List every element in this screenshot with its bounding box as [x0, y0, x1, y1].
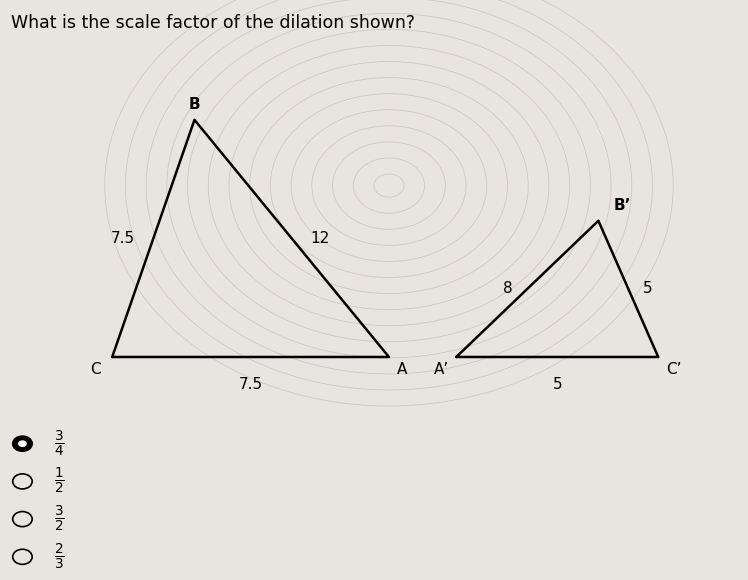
- Text: C: C: [91, 362, 101, 377]
- Text: 5: 5: [553, 377, 562, 392]
- Text: What is the scale factor of the dilation shown?: What is the scale factor of the dilation…: [11, 14, 415, 32]
- Text: 7.5: 7.5: [111, 231, 135, 246]
- Text: B: B: [188, 97, 200, 113]
- Text: A: A: [396, 362, 407, 377]
- Text: 5: 5: [643, 281, 653, 296]
- Text: A’: A’: [434, 362, 449, 377]
- Text: 8: 8: [503, 281, 512, 296]
- Text: $\frac{1}{2}$: $\frac{1}{2}$: [54, 466, 64, 496]
- Text: $\frac{2}{3}$: $\frac{2}{3}$: [54, 542, 64, 572]
- Text: C’: C’: [666, 362, 681, 377]
- Text: $\frac{3}{4}$: $\frac{3}{4}$: [54, 429, 64, 459]
- Text: B’: B’: [613, 198, 631, 213]
- Text: $\frac{3}{2}$: $\frac{3}{2}$: [54, 504, 64, 534]
- Text: 12: 12: [310, 231, 330, 246]
- Text: 7.5: 7.5: [239, 377, 263, 392]
